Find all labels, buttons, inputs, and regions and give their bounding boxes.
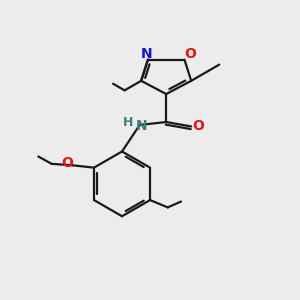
Text: O: O — [184, 47, 196, 61]
Text: H: H — [123, 116, 134, 129]
Text: N: N — [141, 47, 152, 61]
Text: O: O — [192, 119, 204, 134]
Text: N: N — [135, 119, 147, 134]
Text: O: O — [61, 156, 74, 170]
